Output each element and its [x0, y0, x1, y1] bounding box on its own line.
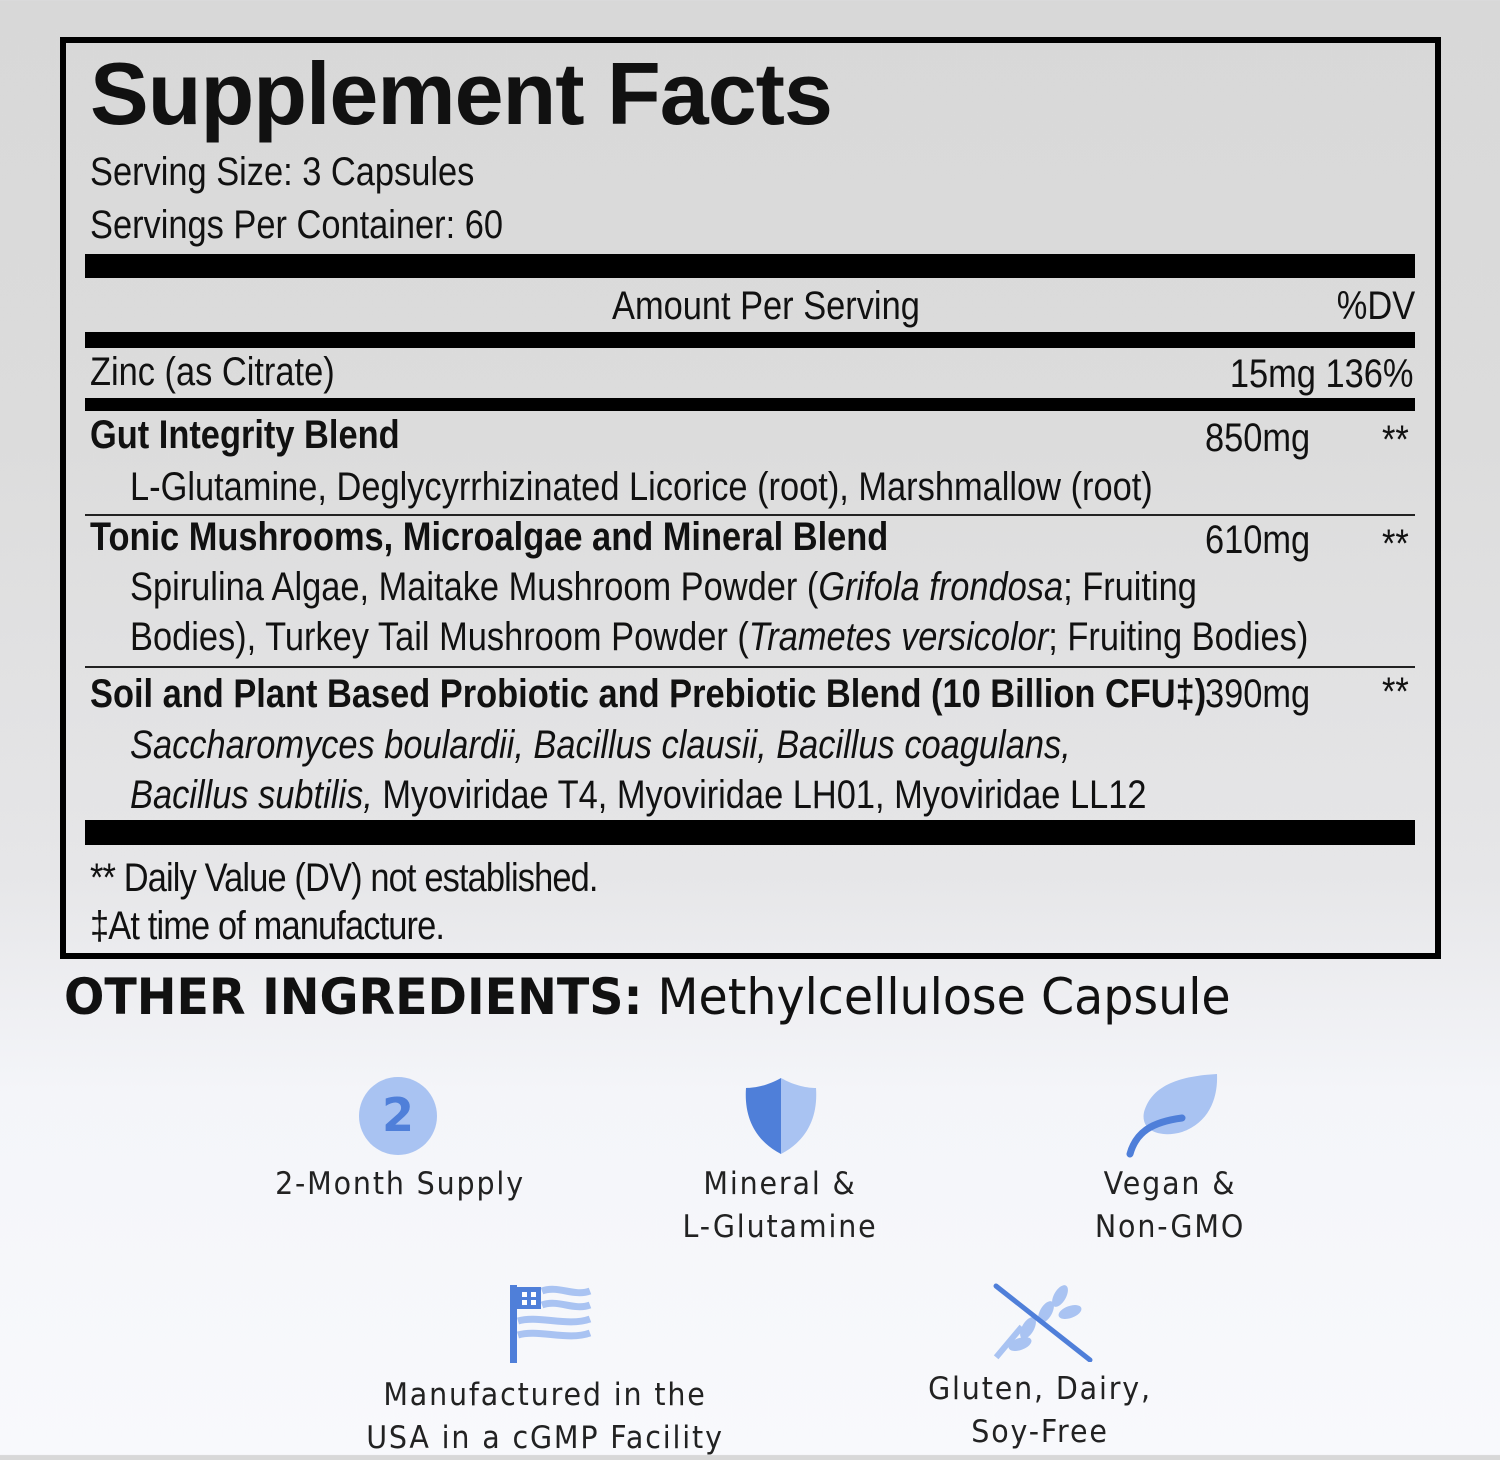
- feature-2-month-supply: 2-Month Supply: [275, 1166, 525, 1202]
- number-2-circle-icon: 2: [359, 1077, 437, 1155]
- row-probiotic-ingredients-line2: Bacillus subtilis, Myoviridae T4, Myovir…: [130, 773, 1147, 817]
- header-dv: %DV: [1336, 284, 1415, 328]
- other-ingredients: OTHER INGREDIENTS: Methylcellulose Capsu…: [64, 968, 1231, 1026]
- row-probiotic-dv: **: [1382, 670, 1409, 714]
- servings-per-container: Servings Per Container: 60: [90, 203, 504, 247]
- row-probiotic-name: Soil and Plant Based Probiotic and Prebi…: [90, 672, 1207, 716]
- divider-thick: [85, 820, 1415, 845]
- row-tonic-ingredients-line1: Spirulina Algae, Maitake Mushroom Powder…: [130, 565, 1197, 609]
- panel-title: Supplement Facts: [90, 44, 833, 143]
- row-tonic-amount: 610mg: [1205, 518, 1311, 562]
- row-tonic-dv: **: [1382, 522, 1409, 566]
- no-wheat-icon: [993, 1283, 1093, 1362]
- footnote-dv: ** Daily Value (DV) not established.: [90, 856, 598, 900]
- leaf-icon: [1126, 1074, 1218, 1158]
- row-tonic-ingredients-line2: Bodies), Turkey Tail Mushroom Powder (Tr…: [130, 615, 1309, 659]
- row-zinc-name: Zinc (as Citrate): [90, 350, 335, 394]
- feature-mineral-glutamine: Mineral & L-Glutamine: [682, 1166, 878, 1245]
- row-tonic-name: Tonic Mushrooms, Microalgae and Mineral …: [90, 515, 889, 559]
- serving-size: Serving Size: 3 Capsules: [90, 150, 475, 194]
- supplement-facts-panel: [60, 37, 1441, 959]
- row-gut-name: Gut Integrity Blend: [90, 413, 400, 457]
- divider-medium: [85, 332, 1415, 348]
- row-gut-dv: **: [1382, 418, 1409, 462]
- us-flag-icon: [510, 1285, 592, 1363]
- shield-icon: [745, 1078, 817, 1154]
- header-amount: Amount Per Serving: [612, 284, 920, 328]
- row-gut-ingredients: L-Glutamine, Deglycyrrhizinated Licorice…: [130, 465, 1153, 509]
- footnote-manufacture: ‡At time of manufacture.: [90, 904, 445, 948]
- feature-allergen-free: Gluten, Dairy, Soy-Free: [928, 1371, 1152, 1450]
- divider-thin: [85, 514, 1415, 516]
- feature-vegan-non-gmo: Vegan & Non-GMO: [1094, 1166, 1246, 1245]
- row-gut-amount: 850mg: [1205, 416, 1311, 460]
- row-zinc-amount: 15mg 136%: [1229, 352, 1413, 396]
- svg-text:2: 2: [382, 1088, 414, 1142]
- row-probiotic-amount: 390mg: [1205, 672, 1311, 716]
- row-probiotic-ingredients-line1: Saccharomyces boulardii, Bacillus clausi…: [130, 723, 1071, 767]
- feature-manufactured-usa: Manufactured in the USA in a cGMP Facilit…: [366, 1377, 724, 1456]
- divider-thin: [85, 666, 1415, 668]
- divider-medium: [85, 398, 1415, 411]
- divider-thick: [85, 254, 1415, 278]
- other-ingredients-value: Methylcellulose Capsule: [642, 968, 1231, 1026]
- other-ingredients-label: OTHER INGREDIENTS:: [64, 968, 643, 1026]
